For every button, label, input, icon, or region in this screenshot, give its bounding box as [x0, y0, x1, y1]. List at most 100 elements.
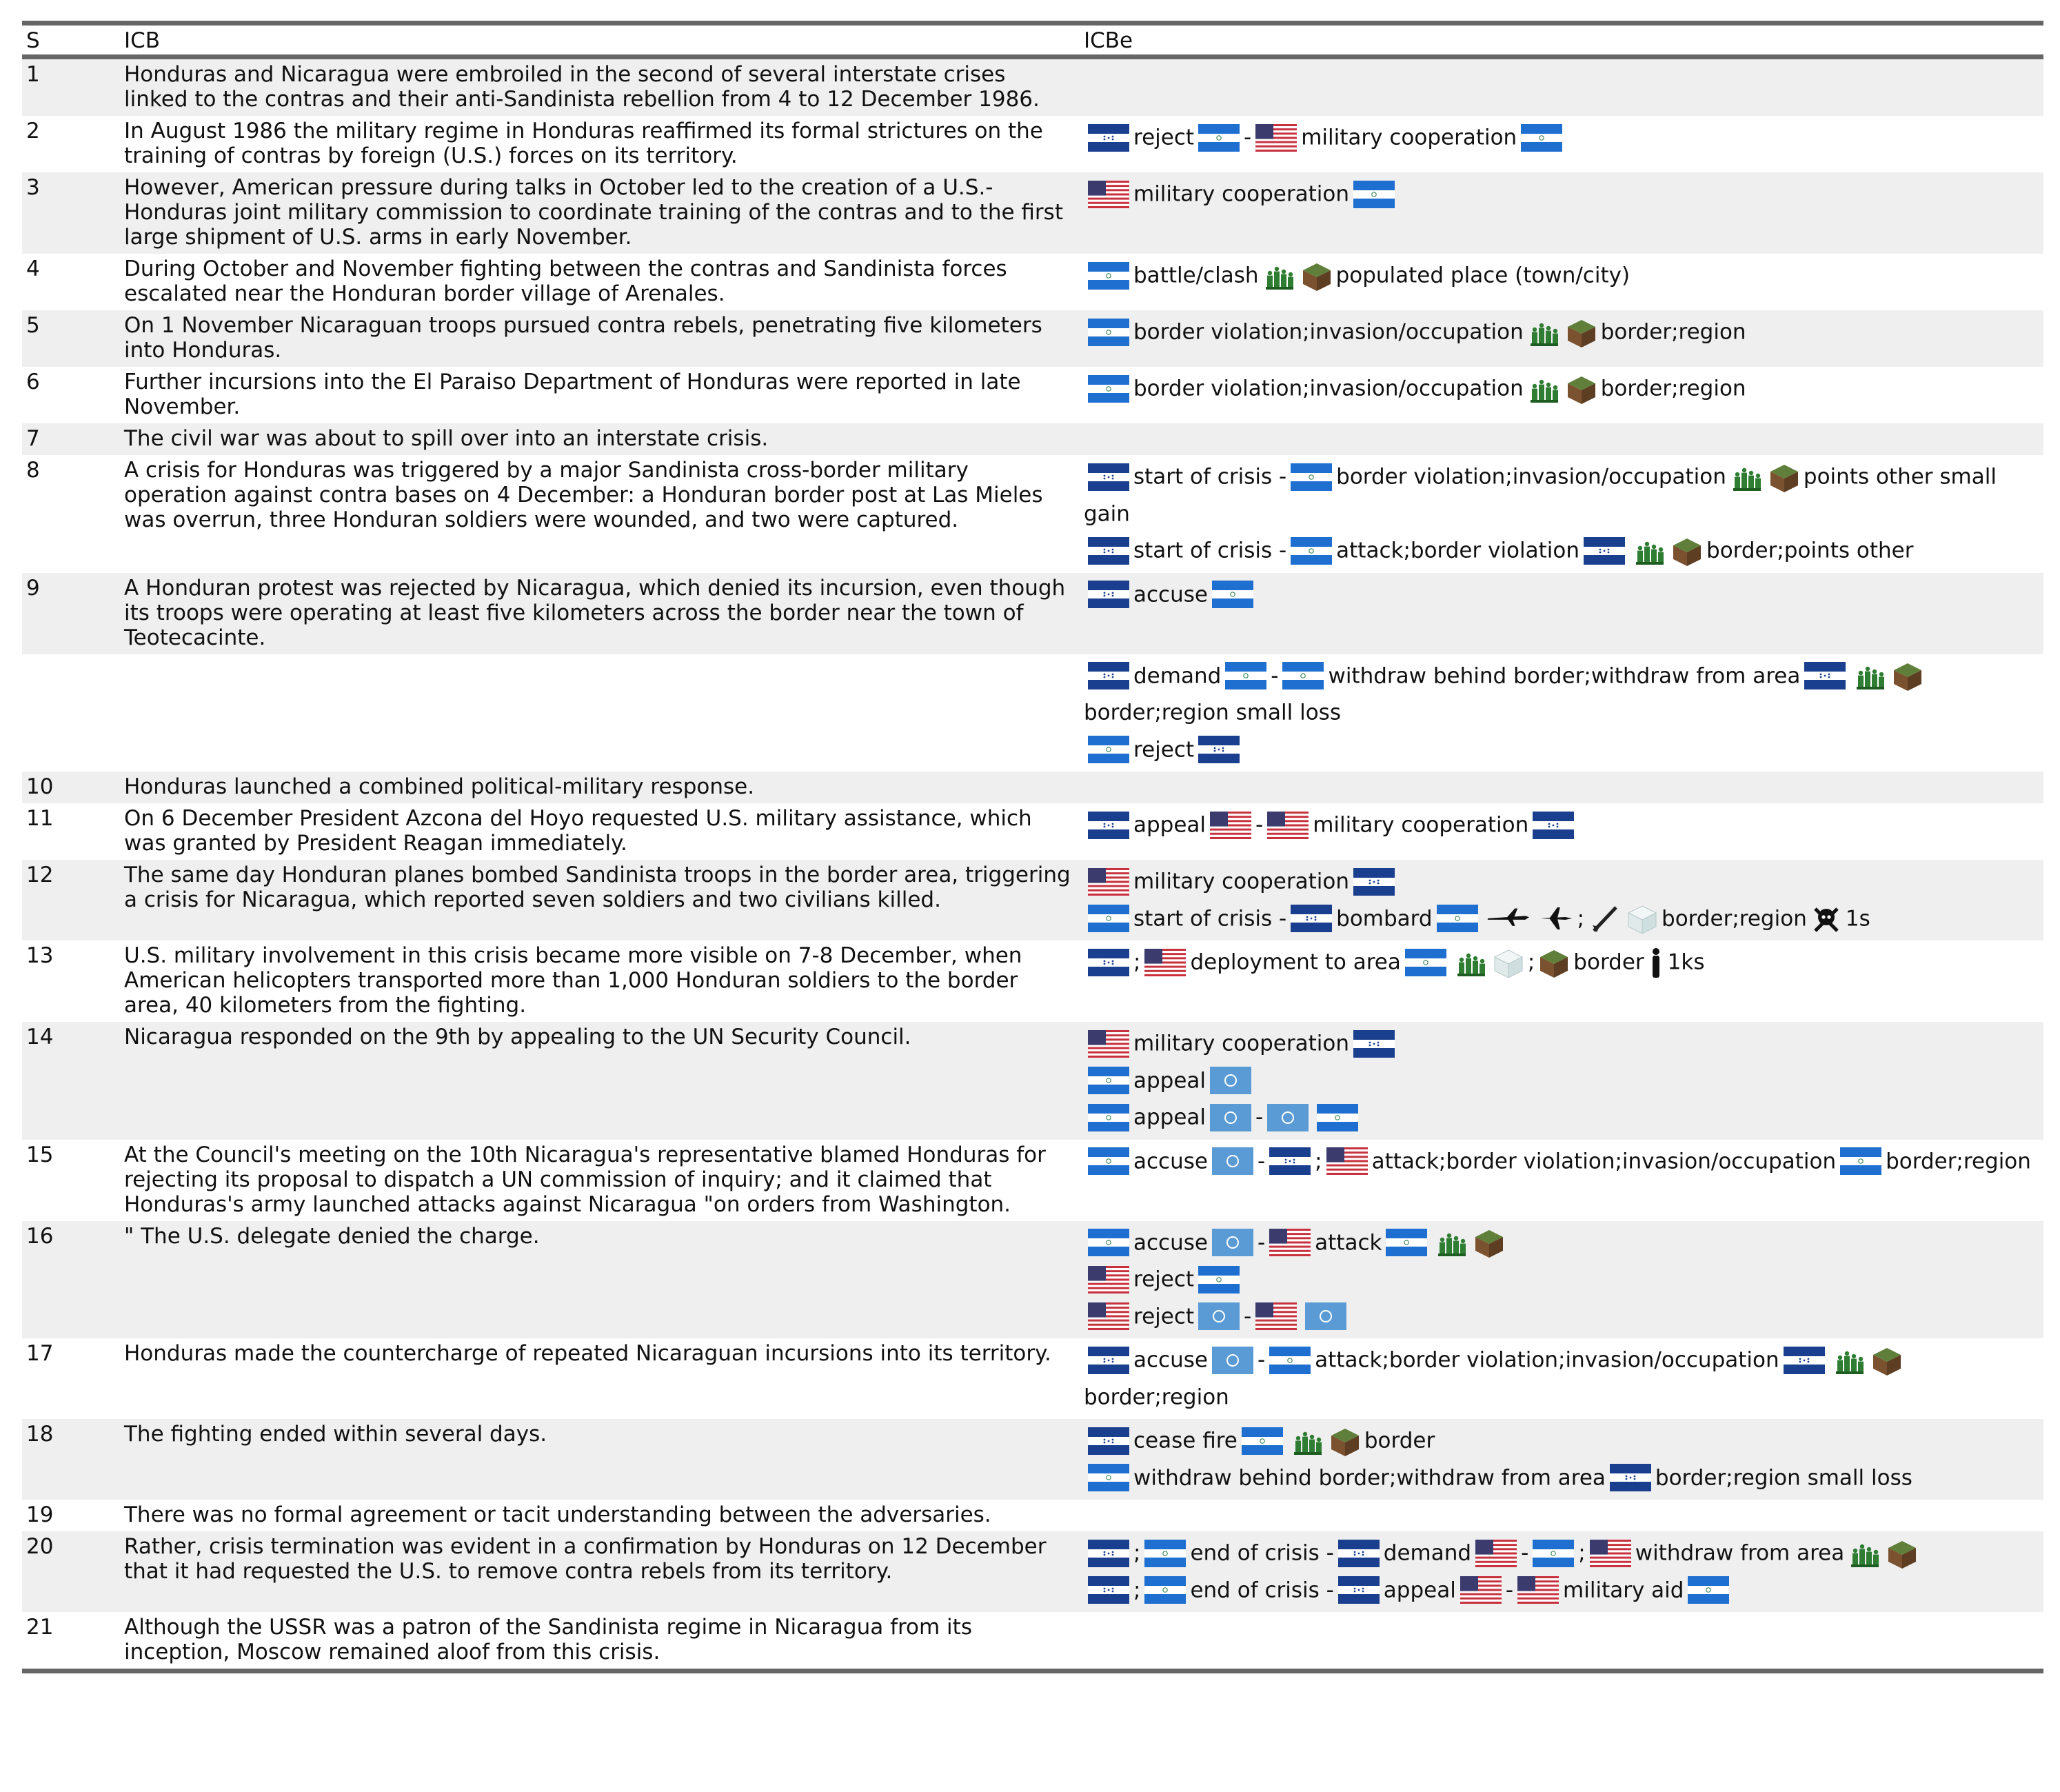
icbe-text: end of crisis -: [1190, 1578, 1334, 1602]
cube-icon: [1894, 663, 1922, 691]
stripe: [1589, 1543, 1631, 1546]
cube-icon: [1627, 905, 1657, 934]
stripe: [1475, 1543, 1517, 1546]
stripe: [1267, 826, 1309, 829]
stripe: [1255, 130, 1297, 132]
soldier-head: [1735, 472, 1740, 476]
star: [1362, 1551, 1364, 1553]
star: [1603, 550, 1606, 552]
stripe: [1088, 878, 1129, 880]
stripe: [1088, 1282, 1129, 1285]
icbe-text: border;region: [1600, 319, 1746, 345]
stripe: [1144, 971, 1186, 974]
soldier-head: [1532, 327, 1537, 332]
stripe: [1460, 1580, 1502, 1583]
flag-icon: [1088, 123, 1129, 152]
star: [1111, 825, 1114, 827]
flag-icon: [1088, 1346, 1129, 1374]
star: [1362, 1587, 1364, 1590]
stripe: [1475, 1558, 1517, 1561]
cube-icon: [1540, 949, 1568, 978]
stripe: [1088, 1051, 1129, 1054]
table-row: 3 However, American pressure during talks…: [22, 172, 2043, 254]
soldier-head: [1539, 379, 1544, 384]
cell-icb: The civil war was about to spill over in…: [120, 423, 1080, 455]
soldier-head: [1267, 270, 1272, 275]
star: [1111, 138, 1114, 140]
stripe: [1088, 184, 1129, 187]
star: [1799, 1360, 1801, 1362]
cell-icb: Further incursions into the El Paraiso D…: [124, 370, 1021, 419]
soldier-head: [1447, 1233, 1452, 1238]
stripe: [1326, 1147, 1368, 1150]
flag-icon: [1533, 1539, 1575, 1567]
stripe: [1326, 1168, 1368, 1171]
stripe: [1088, 199, 1129, 202]
stripe: [1255, 1319, 1297, 1322]
stripe: [1326, 1166, 1368, 1169]
flag-icon: [1088, 1229, 1129, 1256]
stripe: [1088, 1273, 1129, 1276]
flag-icon: [1088, 811, 1129, 839]
emblem: [1216, 134, 1222, 141]
star: [1107, 1552, 1110, 1554]
ground: [1530, 399, 1558, 403]
icbe-text: end of crisis -: [1190, 1540, 1334, 1566]
soldier-head: [1866, 666, 1870, 672]
cube-left: [1567, 383, 1582, 404]
flag-icon: [1337, 1576, 1380, 1604]
stripe: [1517, 1591, 1559, 1593]
star: [1819, 673, 1822, 676]
stripe: [1269, 1243, 1311, 1246]
star: [1607, 548, 1610, 550]
icbe-line: reject -: [1084, 1298, 2039, 1335]
cube-right: [1554, 956, 1568, 978]
star: [1103, 474, 1106, 476]
icbe-text: appeal: [1133, 1105, 1206, 1130]
stripe: [1088, 889, 1129, 892]
stripe: [1267, 834, 1309, 837]
soldier-head: [1658, 547, 1664, 552]
stripe: [1088, 180, 1129, 183]
canton: [1088, 1265, 1106, 1281]
soldier-head: [1879, 672, 1884, 677]
cell-s: 5: [22, 310, 120, 367]
star: [1103, 138, 1106, 140]
emblem: [1706, 1587, 1712, 1593]
icbe-line: start of crisis - bombard; border;region 1s: [1084, 900, 2039, 937]
flag-icon: [1305, 1302, 1347, 1330]
cell-icb: However, American pressure during talks …: [120, 172, 1080, 254]
soldiers-icon: [1835, 1351, 1864, 1374]
icbe-line: military cooperation: [1084, 1025, 2039, 1062]
soldier-head: [1867, 1547, 1872, 1551]
icbe-text: border;region small loss: [1084, 700, 1341, 725]
icbe-line: appeal: [1084, 1062, 2039, 1099]
stripe: [1460, 1584, 1502, 1587]
stripe: [1088, 893, 1129, 896]
star: [1218, 748, 1220, 751]
flag-icon: [1210, 1067, 1252, 1094]
stripe: [1088, 1289, 1129, 1291]
stripe: [1088, 1029, 1129, 1032]
stripe: [1210, 823, 1252, 827]
cube-left: [1673, 545, 1688, 566]
jet-wing: [1548, 907, 1560, 929]
soldier-body: [1458, 962, 1464, 975]
soldier-head: [1748, 470, 1754, 475]
soldier-head: [1874, 1549, 1879, 1554]
cube-left: [1872, 1354, 1887, 1376]
soldier-head: [1859, 670, 1864, 676]
flag-icon: [1404, 948, 1446, 976]
jet-icon: [1539, 907, 1572, 929]
star: [1103, 135, 1106, 137]
star: [1377, 1041, 1380, 1043]
emblem: [1404, 1240, 1410, 1245]
flag-icon: [1088, 905, 1129, 932]
cell-s: 14: [22, 1022, 120, 1140]
stripe: [1088, 1045, 1129, 1047]
soldier-body: [1651, 549, 1657, 563]
icbe-line: appeal - military cooperation: [1084, 806, 2039, 843]
header-row: S ICB ICBe: [22, 23, 2043, 59]
star: [1103, 477, 1106, 479]
cell-icbe: military cooperation appeal appeal -: [1080, 1022, 2043, 1140]
